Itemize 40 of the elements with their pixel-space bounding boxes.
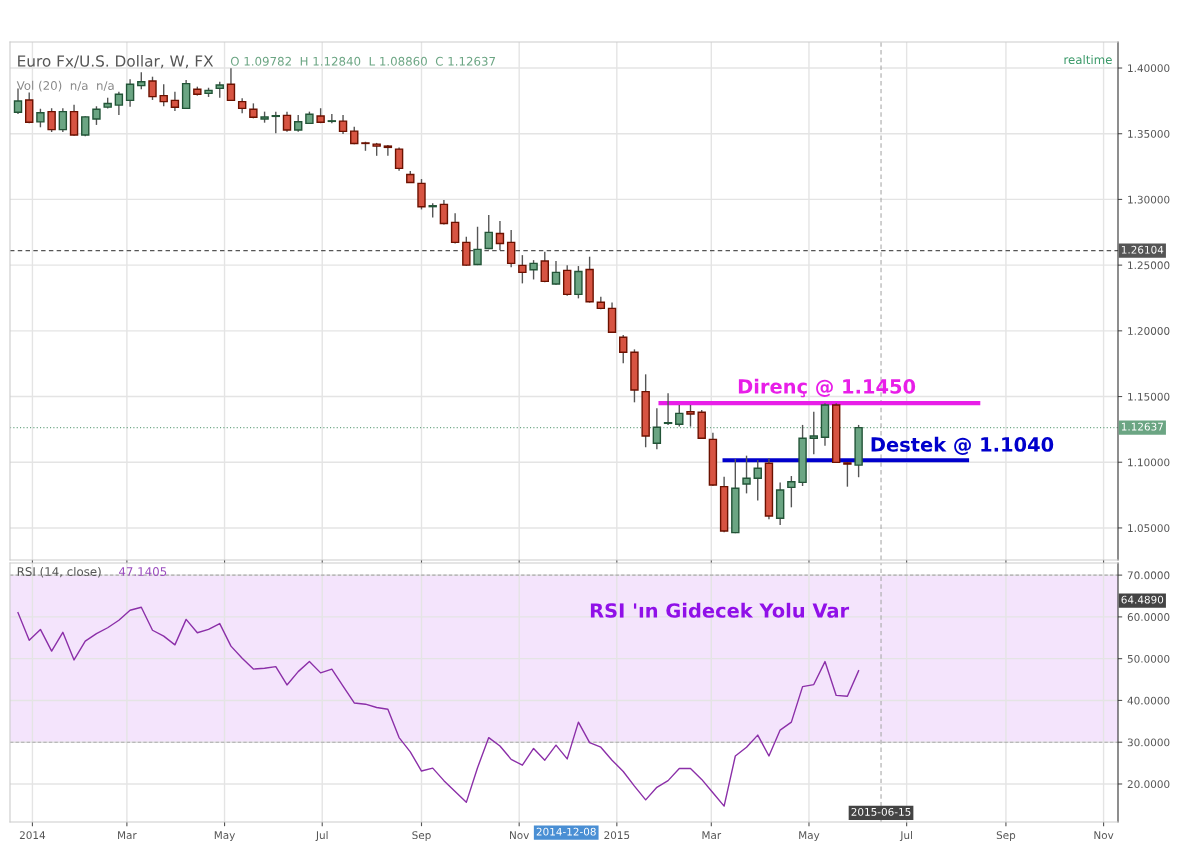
annotation: Destek @ 1.1040 [871, 436, 1054, 455]
y-tick-label: 50.0000 [1127, 654, 1170, 663]
annotation: RSI 'ın Gidecek Yolu Var [590, 602, 850, 618]
y-tick-label: 30.0000 [1127, 738, 1170, 747]
text: 64.4890 [1121, 595, 1164, 604]
y-tick-label: 60.0000 [1127, 613, 1170, 621]
ref-line-label: 2015-06-15 [851, 807, 911, 816]
x-tick-label: Nov [510, 831, 530, 840]
ref-line-label: 1.12637 [1121, 422, 1163, 431]
x-tick-label: Sep [412, 831, 431, 842]
x-tick-label: Jul [899, 831, 912, 842]
y-tick-label: 20.0000 [1127, 780, 1170, 789]
annotation: 47.1405 [118, 567, 167, 577]
text: Euro Fx/U.S. Dollar, W, FX [18, 54, 214, 69]
x-tick-label: Sep [996, 831, 1016, 842]
y-tick-label: 70.0000 [1127, 571, 1170, 580]
y-tick-label: 1.25000 [1128, 261, 1170, 270]
y-tick-label: 1.10000 [1128, 458, 1170, 467]
x-tick-label: Nov [1094, 831, 1114, 840]
annotation: Direnç @ 1.1450 [738, 378, 916, 398]
y-tick-label: 1.35000 [1128, 129, 1170, 138]
annotation: O 1.09782 H 1.12840 L 1.08860 C 1.12637 [230, 56, 496, 66]
y-tick-label: 1.20000 [1128, 327, 1170, 335]
x-tick-label: 2014 [19, 831, 46, 840]
y-tick-label: 1.30000 [1128, 195, 1170, 204]
annotation: realtime [1064, 54, 1112, 65]
chart-title: RSI (14, close) [17, 566, 101, 578]
y-tick-label: 1.15000 [1128, 392, 1170, 401]
x-tick-label: May [214, 831, 236, 842]
x-tick-label: Jul [315, 831, 328, 842]
y-tick-label: 1.40000 [1128, 64, 1170, 73]
x-tick-label: May [799, 831, 820, 842]
x-tick-label: Mar [118, 831, 137, 840]
x-tick-label: Mar [702, 831, 722, 840]
annotation: Vol (20) n/a n/a [16, 80, 114, 92]
y-tick-label: 1.05000 [1128, 524, 1170, 533]
ref-line-label: 1.26104 [1121, 245, 1164, 254]
text: 2014-12-08 [536, 827, 596, 836]
x-tick-label: 2015 [604, 831, 630, 840]
y-tick-label: 40.0000 [1127, 696, 1170, 705]
